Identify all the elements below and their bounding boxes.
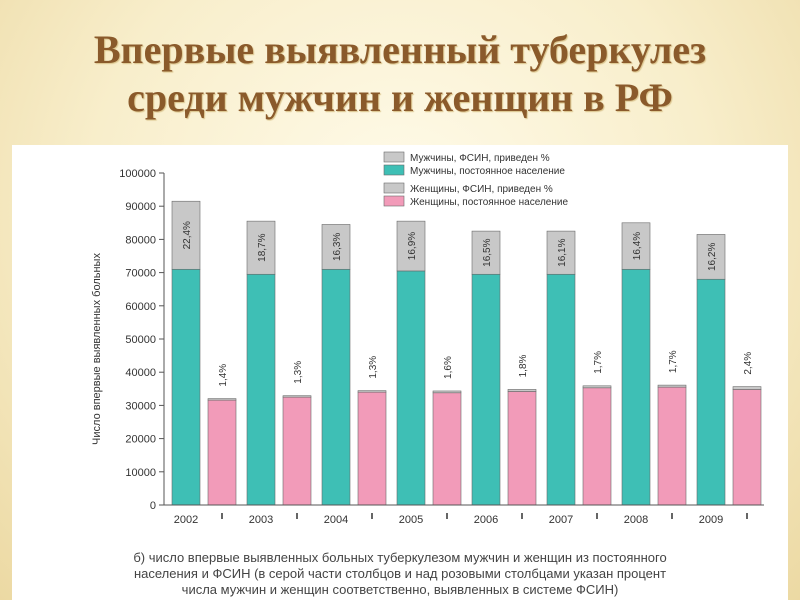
legend-label: Женщины, постоянное население xyxy=(410,197,568,208)
chart-figure: 22,4% 1,4% 18,7% 1,3% 16,3% 1,3% 16,9% 1,6% 16,5… xyxy=(12,145,788,600)
bar-chart: 22,4% 1,4% 18,7% 1,3% 16,3% 1,3% 16,9% 1,6% 16,5… xyxy=(91,151,764,526)
x-tick-label: 2008 xyxy=(624,514,648,526)
bar-women-population xyxy=(432,392,462,506)
bar-men-population xyxy=(546,273,576,506)
y-tick-label: 50000 xyxy=(125,334,156,346)
legend-swatch xyxy=(383,182,405,194)
y-tick-label: 10000 xyxy=(125,467,156,479)
x-tick-label: 2002 xyxy=(174,514,198,526)
data-label-men-fsin: 22,4% xyxy=(182,221,193,249)
bar-women-fsin xyxy=(582,385,612,389)
bar-men-population xyxy=(396,270,426,506)
slide-title-line-2: среди мужчин и женщин в РФ xyxy=(127,75,673,120)
bar-women-population xyxy=(732,389,762,506)
bar-men-fsin xyxy=(696,234,726,280)
bar-men-population xyxy=(621,268,651,506)
bar-women-population xyxy=(507,391,537,506)
y-axis-label: Число впервые выявленных больных xyxy=(91,253,103,445)
data-label-women-fsin: 1,8% xyxy=(518,354,529,377)
bar-men-fsin xyxy=(621,222,651,270)
x-tick-label: 2004 xyxy=(324,514,348,526)
bar-women-population xyxy=(657,386,687,506)
legend-label: Женщины, ФСИН, приведен % xyxy=(410,184,553,195)
bar-women-fsin xyxy=(432,390,462,394)
bar-women-fsin xyxy=(207,398,237,401)
y-tick-label: 60000 xyxy=(125,301,156,313)
legend-swatch xyxy=(383,151,405,163)
legend-label: Мужчины, постоянное население xyxy=(410,166,565,177)
data-label-women-fsin: 1,6% xyxy=(443,356,454,379)
bar-men-fsin xyxy=(321,224,351,270)
bar-men-population xyxy=(321,268,351,506)
legend-swatch xyxy=(383,195,405,207)
bar-women-population xyxy=(582,387,612,506)
caption-line-2: населения и ФСИН (в серой части столбцов… xyxy=(133,566,667,581)
legend-swatch xyxy=(383,164,405,176)
slide-title: Впервые выявленный туберкулез среди мужч… xyxy=(0,26,800,122)
data-label-women-fsin: 1,7% xyxy=(593,351,604,374)
y-tick-label: 90000 xyxy=(125,201,156,213)
caption-line-3: числа мужчин и женщин соответственно, вы… xyxy=(181,582,619,597)
y-tick-label: 30000 xyxy=(125,400,156,412)
x-tick-label: 2005 xyxy=(399,514,423,526)
slide-title-line-1: Впервые выявленный туберкулез xyxy=(93,27,707,72)
data-label-men-fsin: 16,5% xyxy=(482,238,493,266)
data-label-men-fsin: 16,2% xyxy=(707,243,718,271)
x-tick-label: 2003 xyxy=(249,514,273,526)
legend-label: Мужчины, ФСИН, приведен % xyxy=(410,153,550,164)
data-label-women-fsin: 2,4% xyxy=(743,352,754,375)
bar-women-population xyxy=(207,399,237,506)
y-tick-label: 70000 xyxy=(125,268,156,280)
y-tick-label: 80000 xyxy=(125,234,156,246)
bar-women-fsin xyxy=(282,395,312,398)
data-label-women-fsin: 1,3% xyxy=(293,361,304,384)
data-label-women-fsin: 1,4% xyxy=(218,364,229,387)
bar-women-fsin xyxy=(657,384,687,388)
data-label-men-fsin: 16,4% xyxy=(632,232,643,260)
data-label-men-fsin: 16,3% xyxy=(332,233,343,261)
data-label-women-fsin: 1,7% xyxy=(668,350,679,373)
bar-women-fsin xyxy=(507,389,537,392)
x-tick-label: 2009 xyxy=(699,514,723,526)
figure-caption: б) число впервые выявленных больных тубе… xyxy=(12,550,788,598)
bar-women-fsin xyxy=(357,390,387,393)
bar-men-fsin xyxy=(396,220,426,272)
bar-women-population xyxy=(282,396,312,506)
bar-men-fsin xyxy=(171,200,201,270)
data-label-men-fsin: 16,1% xyxy=(557,238,568,266)
data-label-men-fsin: 16,9% xyxy=(407,232,418,260)
x-tick-label: 2007 xyxy=(549,514,573,526)
bar-men-fsin xyxy=(546,230,576,275)
y-tick-label: 40000 xyxy=(125,367,156,379)
bar-men-population xyxy=(246,273,276,506)
bar-men-population xyxy=(171,268,201,506)
data-label-men-fsin: 18,7% xyxy=(257,233,268,261)
y-tick-label: 0 xyxy=(150,500,156,512)
caption-line-1: б) число впервые выявленных больных тубе… xyxy=(133,550,667,565)
x-tick-label: 2006 xyxy=(474,514,498,526)
bar-men-fsin xyxy=(246,220,276,275)
data-label-women-fsin: 1,3% xyxy=(368,356,379,379)
bar-men-population xyxy=(471,273,501,506)
y-tick-label: 100000 xyxy=(119,168,156,180)
bar-women-fsin xyxy=(732,386,762,390)
y-tick-label: 20000 xyxy=(125,434,156,446)
bar-men-fsin xyxy=(471,230,501,275)
bar-women-population xyxy=(357,391,387,506)
bar-men-population xyxy=(696,278,726,506)
